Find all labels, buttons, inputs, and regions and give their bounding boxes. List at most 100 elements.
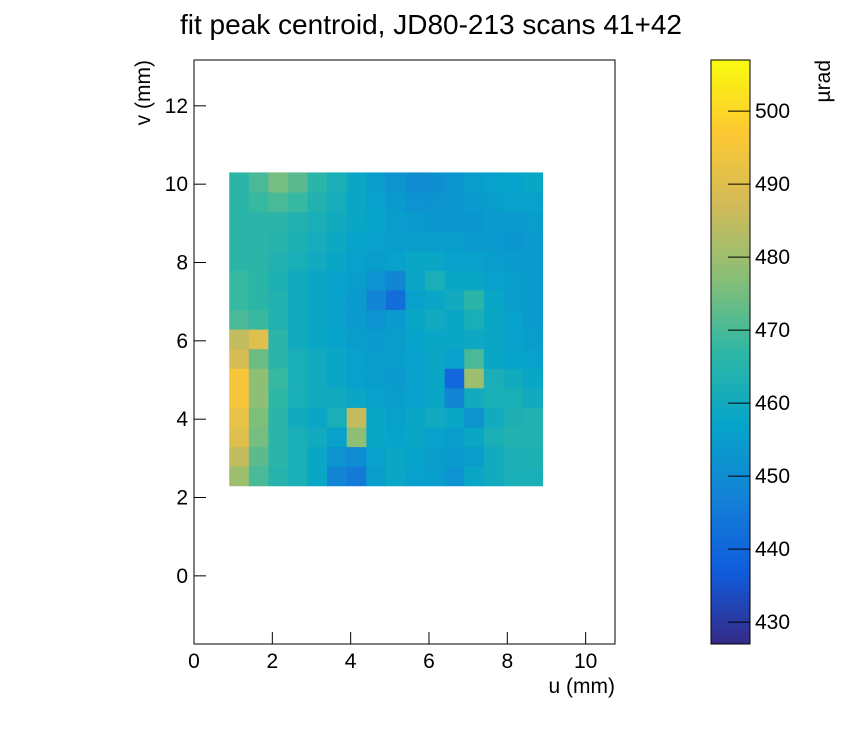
heatmap-cell (327, 368, 348, 389)
heatmap-cell (425, 172, 446, 193)
heatmap-cell (346, 466, 367, 487)
heatmap-cell (405, 466, 426, 487)
heatmap-cell (444, 407, 465, 428)
heatmap-cell (327, 329, 348, 350)
heatmap-cell (522, 387, 544, 408)
heatmap-cell (522, 172, 544, 193)
heatmap-cell (229, 309, 250, 330)
heatmap-cell (522, 368, 544, 389)
heatmap-cell (268, 270, 289, 291)
heatmap-cell (483, 466, 504, 487)
heatmap-cell (268, 191, 289, 213)
heatmap-cell (366, 211, 387, 232)
heatmap-cell (405, 211, 426, 232)
heatmap-cell (268, 466, 289, 487)
heatmap-cell (483, 407, 504, 428)
heatmap-cell (522, 191, 544, 213)
heatmap-cell (366, 309, 387, 330)
heatmap-cell (483, 191, 504, 213)
heatmap-cell (307, 387, 328, 408)
heatmap-cell (385, 172, 406, 193)
y-tick-label: 4 (176, 408, 188, 431)
heatmap-cell (464, 466, 485, 487)
heatmap-cell (483, 348, 504, 369)
heatmap-cell (385, 191, 406, 213)
heatmap-cell (405, 446, 426, 467)
heatmap-cell (287, 211, 309, 232)
heatmap-cell (248, 368, 269, 389)
heatmap-cell (229, 172, 250, 193)
heatmap-cell (327, 466, 348, 487)
heatmap-cell (307, 231, 328, 252)
heatmap-cell (405, 368, 426, 389)
heatmap-cell (405, 172, 426, 193)
heatmap-cell (346, 368, 367, 389)
heatmap-cell (444, 309, 465, 330)
heatmap-cell (483, 387, 504, 408)
heatmap-cell (268, 387, 289, 408)
heatmap-cell (444, 368, 465, 389)
colorbar-tick-label: 450 (755, 465, 790, 488)
heatmap-cell (483, 427, 504, 448)
heatmap-cell (522, 309, 544, 330)
heatmap-cell (229, 446, 250, 467)
heatmap-cell (464, 446, 485, 467)
heatmap-cell (444, 329, 465, 350)
heatmap-cell (366, 191, 387, 213)
heatmap-cell (385, 250, 406, 271)
heatmap-cell (385, 368, 406, 389)
heatmap-cell (503, 231, 524, 252)
heatmap-cell (405, 407, 426, 428)
heatmap-cell (425, 270, 446, 291)
heatmap-cell (287, 466, 309, 487)
heatmap-cell (268, 309, 289, 330)
heatmap-cell (287, 368, 309, 389)
heatmap-cell (464, 407, 485, 428)
heatmap-cell (483, 368, 504, 389)
heatmap-cell (464, 368, 485, 389)
heatmap-cell (327, 172, 348, 193)
heatmap-cell (405, 191, 426, 213)
heatmap-cell (248, 172, 269, 193)
y-axis-label: v (mm) (132, 60, 155, 125)
heatmap-cell (287, 427, 309, 448)
heatmap-cell (444, 427, 465, 448)
heatmap-cell (268, 368, 289, 389)
heatmap-cell (229, 250, 250, 271)
heatmap-cell (425, 466, 446, 487)
heatmap-cell (229, 387, 250, 408)
heatmap-cell (268, 211, 289, 232)
heatmap-cell (444, 191, 465, 213)
heatmap-cell (346, 387, 367, 408)
heatmap-cell (503, 289, 524, 311)
heatmap-cell (425, 191, 446, 213)
heatmap-cell (444, 270, 465, 291)
heatmap-cell (385, 329, 406, 350)
heatmap-cell (483, 172, 504, 193)
heatmap-cell (503, 407, 524, 428)
heatmap-cell (327, 289, 348, 311)
x-tick-label: 4 (345, 650, 357, 673)
heatmap-cell (503, 309, 524, 330)
heatmap-cell (522, 250, 544, 271)
x-tick-label: 0 (188, 650, 200, 673)
heatmap-cell (464, 231, 485, 252)
heatmap-cell (425, 368, 446, 389)
heatmap-cell (229, 407, 250, 428)
heatmap-cell (464, 348, 485, 369)
colorbar (710, 59, 751, 645)
heatmap-cell (483, 211, 504, 232)
colorbar-label: µrad (812, 60, 835, 102)
heatmap-cell (405, 231, 426, 252)
heatmap-cell (522, 211, 544, 232)
heatmap-cell (366, 446, 387, 467)
heatmap-cell (522, 466, 544, 487)
heatmap-cell (366, 250, 387, 271)
heatmap-cell (268, 250, 289, 271)
colorbar-tick-label: 430 (755, 611, 790, 634)
heatmap-cell (229, 191, 250, 213)
heatmap-cell (307, 427, 328, 448)
y-tick-label: 2 (176, 487, 188, 510)
heatmap-cell (268, 348, 289, 369)
x-tick-label: 8 (501, 650, 513, 673)
